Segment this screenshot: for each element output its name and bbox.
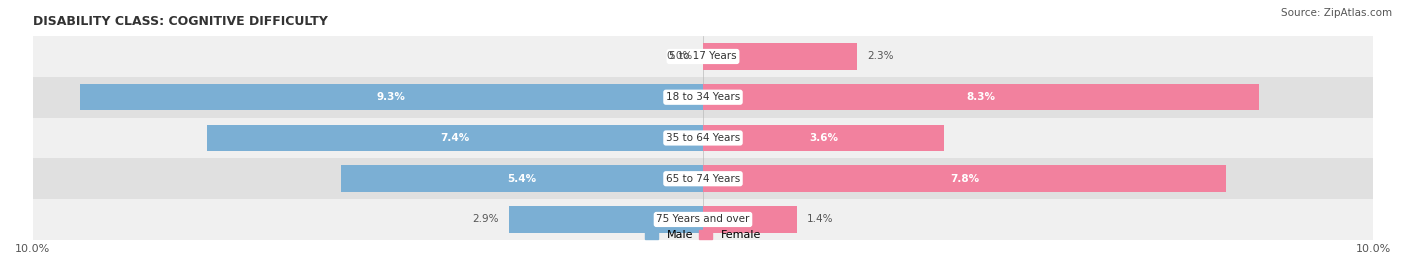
Bar [32,118,1374,158]
Bar [80,84,703,111]
Bar [703,206,797,233]
Bar [32,158,1374,199]
Bar [703,125,945,151]
Bar [703,43,858,70]
Bar [32,36,1374,77]
Text: 1.4%: 1.4% [807,214,834,224]
Bar [703,84,1260,111]
Text: DISABILITY CLASS: COGNITIVE DIFFICULTY: DISABILITY CLASS: COGNITIVE DIFFICULTY [32,15,328,28]
Bar [32,77,1374,118]
Text: 0.0%: 0.0% [666,51,693,62]
Text: 8.3%: 8.3% [967,92,995,102]
Text: Source: ZipAtlas.com: Source: ZipAtlas.com [1281,8,1392,18]
Text: 18 to 34 Years: 18 to 34 Years [666,92,740,102]
Text: 2.3%: 2.3% [868,51,894,62]
Text: 35 to 64 Years: 35 to 64 Years [666,133,740,143]
Bar [342,165,703,192]
Bar [509,206,703,233]
Bar [703,165,1226,192]
Bar [207,125,703,151]
Bar [32,199,1374,240]
Text: 7.8%: 7.8% [950,174,979,184]
Text: 2.9%: 2.9% [472,214,499,224]
Legend: Male, Female: Male, Female [640,225,766,245]
Text: 5 to 17 Years: 5 to 17 Years [669,51,737,62]
Text: 5.4%: 5.4% [508,174,537,184]
Text: 65 to 74 Years: 65 to 74 Years [666,174,740,184]
Text: 7.4%: 7.4% [440,133,470,143]
Text: 75 Years and over: 75 Years and over [657,214,749,224]
Text: 9.3%: 9.3% [377,92,406,102]
Text: 3.6%: 3.6% [810,133,838,143]
